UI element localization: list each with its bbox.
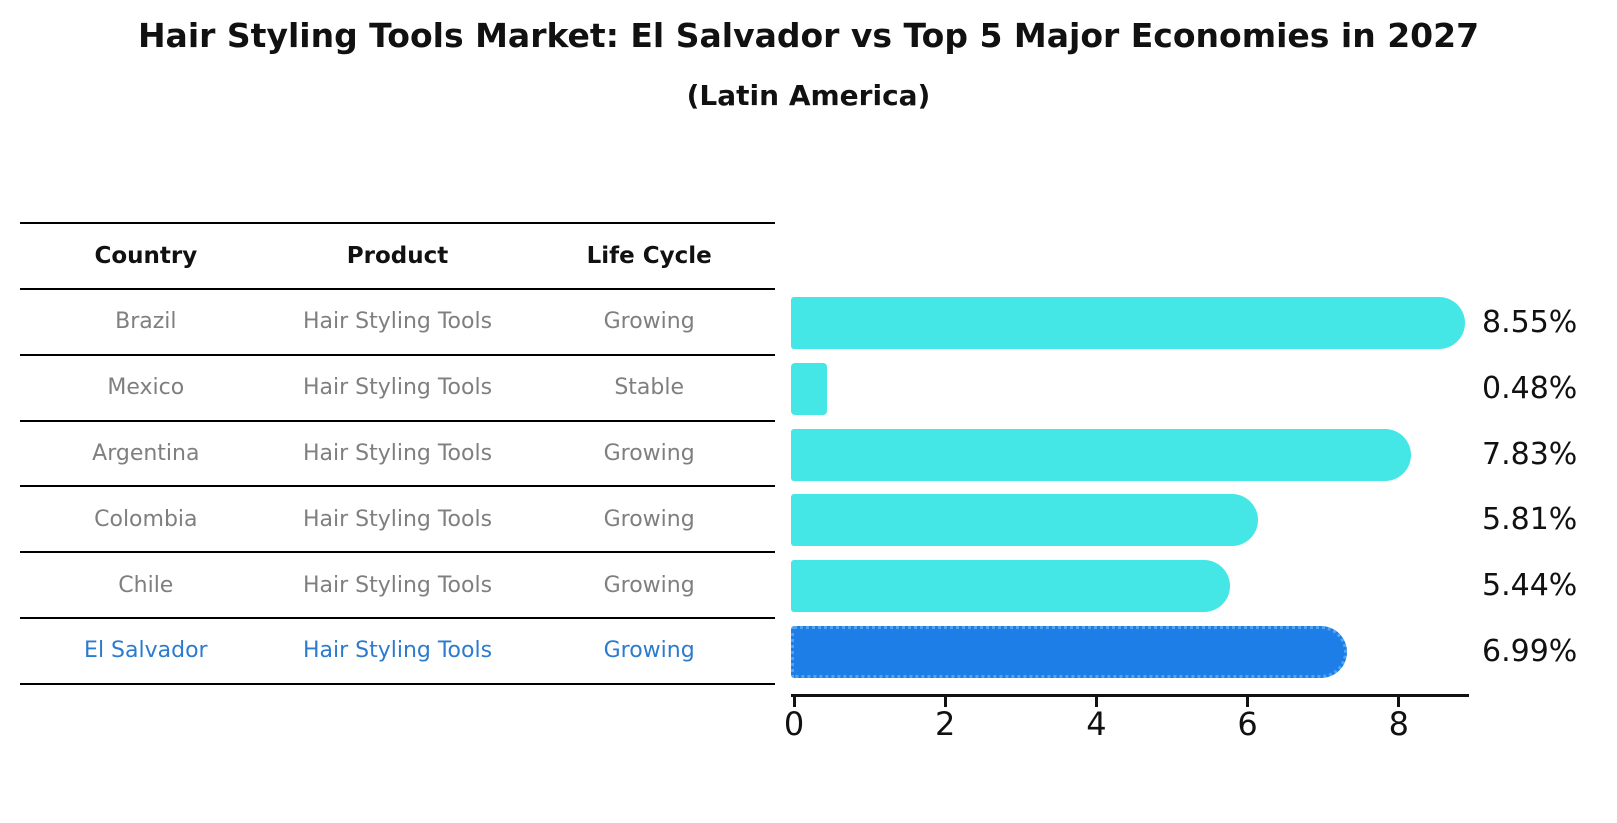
bar-value-label: 6.99% bbox=[1482, 633, 1578, 669]
table-header-row: Country Product Life Cycle bbox=[20, 222, 775, 290]
table-cell-product: Hair Styling Tools bbox=[302, 440, 493, 466]
x-tick-label: 2 bbox=[935, 705, 956, 743]
comparison-table: Country Product Life Cycle Brazil Hair S… bbox=[20, 222, 775, 685]
table-header-lifecycle: Life Cycle bbox=[586, 243, 712, 269]
x-axis-line bbox=[791, 694, 1469, 697]
x-axis-tick bbox=[943, 697, 947, 707]
bar-colombia bbox=[791, 494, 1259, 547]
bar-chile bbox=[791, 560, 1231, 613]
table-cell-product: Hair Styling Tools bbox=[302, 572, 493, 598]
table-cell-lifecycle: Growing bbox=[603, 506, 695, 532]
table-cell-product: Hair Styling Tools bbox=[302, 375, 493, 401]
table-cell-country: El Salvador bbox=[84, 638, 208, 664]
x-tick-label: 6 bbox=[1237, 705, 1258, 743]
table-row: Brazil Hair Styling Tools Growing bbox=[20, 290, 775, 356]
table-row: Mexico Hair Styling Tools Stable bbox=[20, 356, 775, 422]
table-cell-lifecycle: Growing bbox=[603, 572, 695, 598]
table-cell-country: Colombia bbox=[94, 506, 198, 532]
table-cell-lifecycle: Growing bbox=[603, 309, 695, 335]
x-tick-label: 4 bbox=[1086, 705, 1107, 743]
bar-value-label: 8.55% bbox=[1482, 304, 1578, 340]
table-header-country: Country bbox=[94, 243, 198, 269]
bar-el-salvador bbox=[791, 625, 1348, 678]
table-cell-country: Argentina bbox=[92, 440, 200, 466]
bar-value-label: 7.83% bbox=[1482, 436, 1578, 472]
table-cell-country: Mexico bbox=[107, 375, 185, 401]
table-cell-lifecycle: Stable bbox=[614, 375, 684, 401]
bar-value-label: 0.48% bbox=[1482, 370, 1578, 406]
x-axis-tick bbox=[1246, 697, 1250, 707]
table-cell-product: Hair Styling Tools bbox=[302, 506, 493, 532]
table-cell-product: Hair Styling Tools bbox=[302, 309, 493, 335]
table-cell-country: Chile bbox=[118, 572, 174, 598]
bar-argentina bbox=[791, 428, 1411, 481]
bar-value-label: 5.81% bbox=[1482, 502, 1578, 538]
table-body: Brazil Hair Styling Tools Growing Mexico… bbox=[20, 290, 775, 685]
table-row: Chile Hair Styling Tools Growing bbox=[20, 553, 775, 619]
table-cell-product: Hair Styling Tools bbox=[302, 638, 493, 664]
x-axis-tick bbox=[1397, 697, 1401, 707]
table-cell-lifecycle: Growing bbox=[603, 440, 695, 466]
x-axis-tick bbox=[1094, 697, 1098, 707]
bar-value-label: 5.44% bbox=[1482, 568, 1578, 604]
table-row: Colombia Hair Styling Tools Growing bbox=[20, 487, 775, 554]
chart-title: Hair Styling Tools Market: El Salvador v… bbox=[137, 16, 1480, 55]
bar-mexico bbox=[791, 362, 828, 415]
x-axis-tick bbox=[792, 697, 796, 707]
chart-subtitle: (Latin America) bbox=[686, 79, 931, 112]
table-row: Argentina Hair Styling Tools Growing bbox=[20, 422, 775, 488]
table-header-product: Product bbox=[346, 243, 449, 269]
table-row: El Salvador Hair Styling Tools Growing bbox=[20, 619, 775, 685]
table-cell-lifecycle: Growing bbox=[603, 638, 695, 664]
x-tick-label: 0 bbox=[783, 705, 805, 743]
bar-brazil bbox=[791, 296, 1466, 349]
x-tick-label: 8 bbox=[1388, 705, 1409, 743]
table-cell-country: Brazil bbox=[115, 309, 177, 335]
